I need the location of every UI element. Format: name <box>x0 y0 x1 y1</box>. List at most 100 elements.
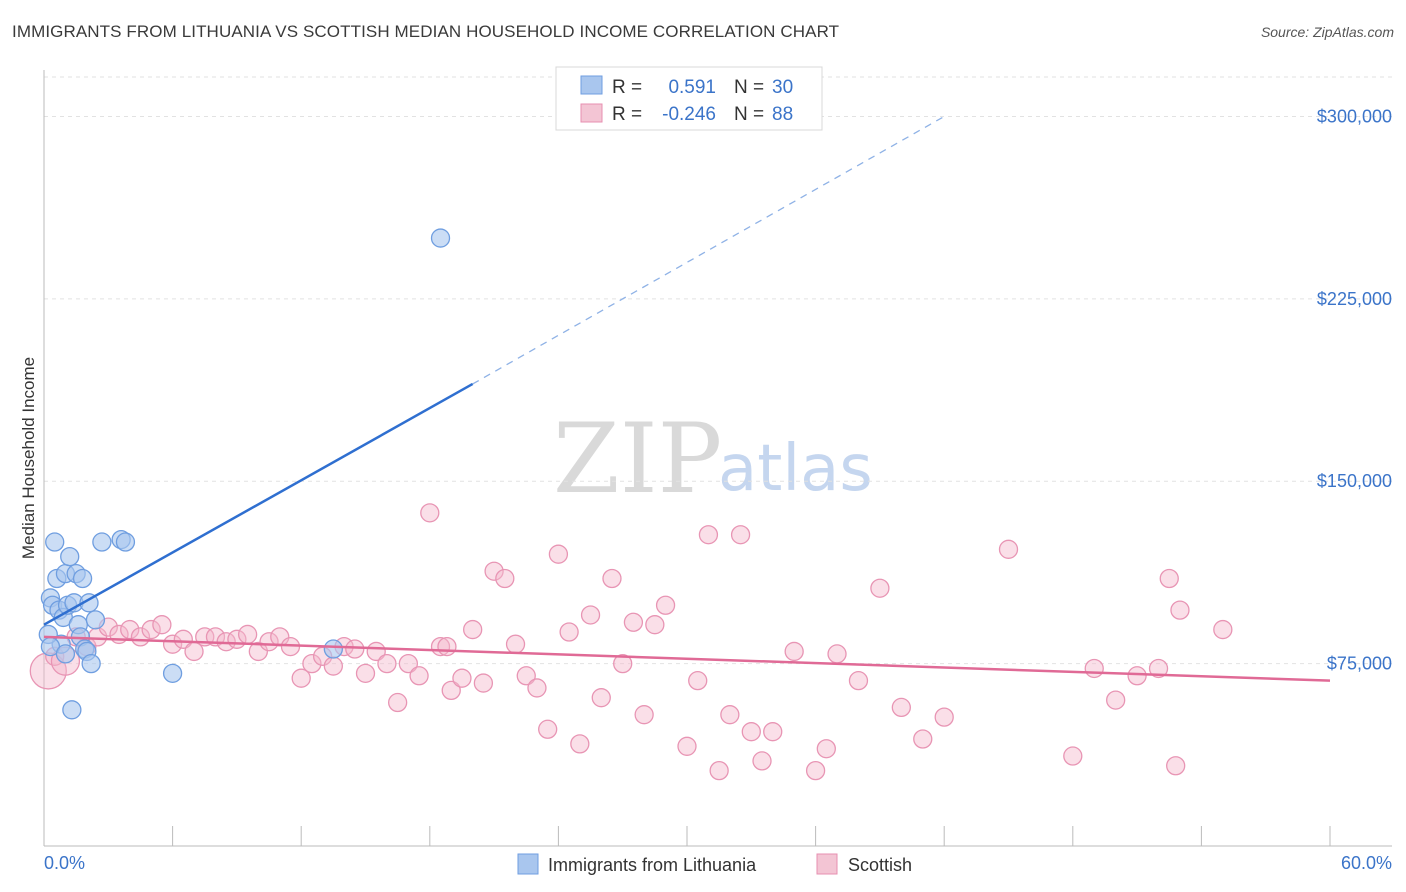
y-tick-label: $75,000 <box>1327 654 1392 674</box>
watermark-zip: ZIP <box>553 403 722 515</box>
scottish-point <box>1106 690 1126 710</box>
legend-r-label-2: R = <box>612 104 642 125</box>
scottish-point <box>1213 619 1233 640</box>
scottish-point <box>141 619 161 640</box>
scottish-point <box>441 680 461 701</box>
lithuania-point <box>62 700 82 720</box>
scottish-point <box>559 622 579 642</box>
lithuania-point <box>162 663 183 683</box>
lithuania-points <box>38 228 451 720</box>
scottish-point <box>484 561 504 581</box>
scottish-point <box>377 653 397 674</box>
scottish-point <box>452 668 472 688</box>
scottish-point <box>677 736 697 756</box>
lithuania-point <box>92 532 112 552</box>
scottish-point <box>816 739 836 759</box>
lithuania-point <box>81 653 101 674</box>
bottom-legend-swatch-lithuania <box>517 853 539 875</box>
scottish-point <box>784 641 804 662</box>
scottish-point <box>152 615 172 635</box>
x-tick-label-min: 0.0% <box>44 853 85 873</box>
scottish-point <box>720 705 740 725</box>
scottish-point <box>1084 658 1104 679</box>
scottish-point <box>934 707 954 727</box>
grid-lines <box>44 76 1392 665</box>
scottish-point <box>1148 658 1169 679</box>
scottish-point <box>998 539 1019 559</box>
legend-n-value-1: 30 <box>772 77 793 98</box>
legend-r-label-1: R = <box>612 77 642 98</box>
y-axis-title: Median Household Income <box>19 357 38 559</box>
scottish-point <box>570 734 590 754</box>
lithuania-point <box>45 532 65 552</box>
scottish-point <box>259 632 279 652</box>
legend-n-label-2: N = <box>734 104 764 125</box>
scottish-point <box>698 525 719 545</box>
x-axis-ticks <box>43 826 1331 846</box>
lithuania-point <box>55 644 76 664</box>
scottish-point <box>516 666 536 686</box>
scottish-points <box>29 503 1233 781</box>
scottish-point <box>409 666 429 686</box>
lithuania-trend-extension <box>472 115 945 385</box>
scottish-point <box>1063 746 1083 766</box>
scottish-point <box>505 634 526 654</box>
scottish-point <box>591 688 611 708</box>
y-tick-labels: $75,000 $150,000 $225,000 $300,000 <box>1317 106 1392 673</box>
lithuania-point <box>60 546 80 567</box>
legend-n-value-2: 88 <box>772 104 793 125</box>
top-legend: R = 0.591 N = 30 R = -0.246 N = 88 <box>555 66 823 131</box>
scottish-point <box>741 722 761 742</box>
scottish-point <box>602 568 622 589</box>
legend-r-value-2: -0.246 <box>662 104 716 125</box>
scottish-point <box>323 656 344 676</box>
scottish-trend-line <box>43 635 1331 682</box>
scottish-point <box>548 544 569 564</box>
source-credit: Source: ZipAtlas.com <box>1260 24 1394 40</box>
legend-n-label-1: N = <box>734 77 764 98</box>
scottish-point <box>613 653 633 674</box>
scottish-point <box>709 760 729 781</box>
watermark-atlas: atlas <box>718 432 873 506</box>
lithuania-point <box>323 639 344 659</box>
scottish-point <box>1159 568 1179 589</box>
scottish-point <box>752 751 772 771</box>
bottom-legend-label-lithuania: Immigrants from Lithuania <box>548 855 757 875</box>
scottish-point <box>1166 756 1186 776</box>
bottom-legend-swatch-scottish <box>816 853 838 875</box>
lithuania-trend-line <box>43 382 474 626</box>
scottish-point <box>870 578 890 598</box>
scottish-point <box>805 760 826 781</box>
scottish-point <box>688 670 708 691</box>
scottish-point <box>655 595 676 615</box>
scottish-point <box>302 653 322 674</box>
lithuania-point <box>430 228 451 248</box>
scottish-point <box>463 619 483 640</box>
y-tick-label: $300,000 <box>1317 106 1392 126</box>
scottish-point <box>891 697 911 718</box>
lithuania-point <box>115 532 136 552</box>
scottish-point <box>387 692 408 713</box>
scottish-point <box>645 615 665 635</box>
scottish-point <box>398 653 419 674</box>
x-tick-label-max: 60.0% <box>1341 853 1392 873</box>
scottish-point <box>623 612 644 632</box>
scottish-point <box>763 722 783 742</box>
bottom-legend: Immigrants from Lithuania Scottish <box>517 853 912 875</box>
scottish-point <box>420 503 440 523</box>
scottish-point <box>291 668 311 688</box>
scottish-point <box>1170 600 1190 620</box>
legend-r-value-1: 0.591 <box>668 77 716 98</box>
scottish-point <box>473 673 494 693</box>
scottish-point <box>848 670 869 691</box>
lithuania-point <box>85 610 106 630</box>
bottom-legend-label-scottish: Scottish <box>848 855 912 875</box>
scottish-point <box>237 624 258 645</box>
lithuania-point <box>72 568 93 589</box>
scottish-point <box>162 634 183 654</box>
scottish-point <box>355 663 376 683</box>
scottish-point <box>538 719 558 739</box>
scottish-point <box>1127 666 1147 686</box>
scottish-point <box>527 678 547 698</box>
